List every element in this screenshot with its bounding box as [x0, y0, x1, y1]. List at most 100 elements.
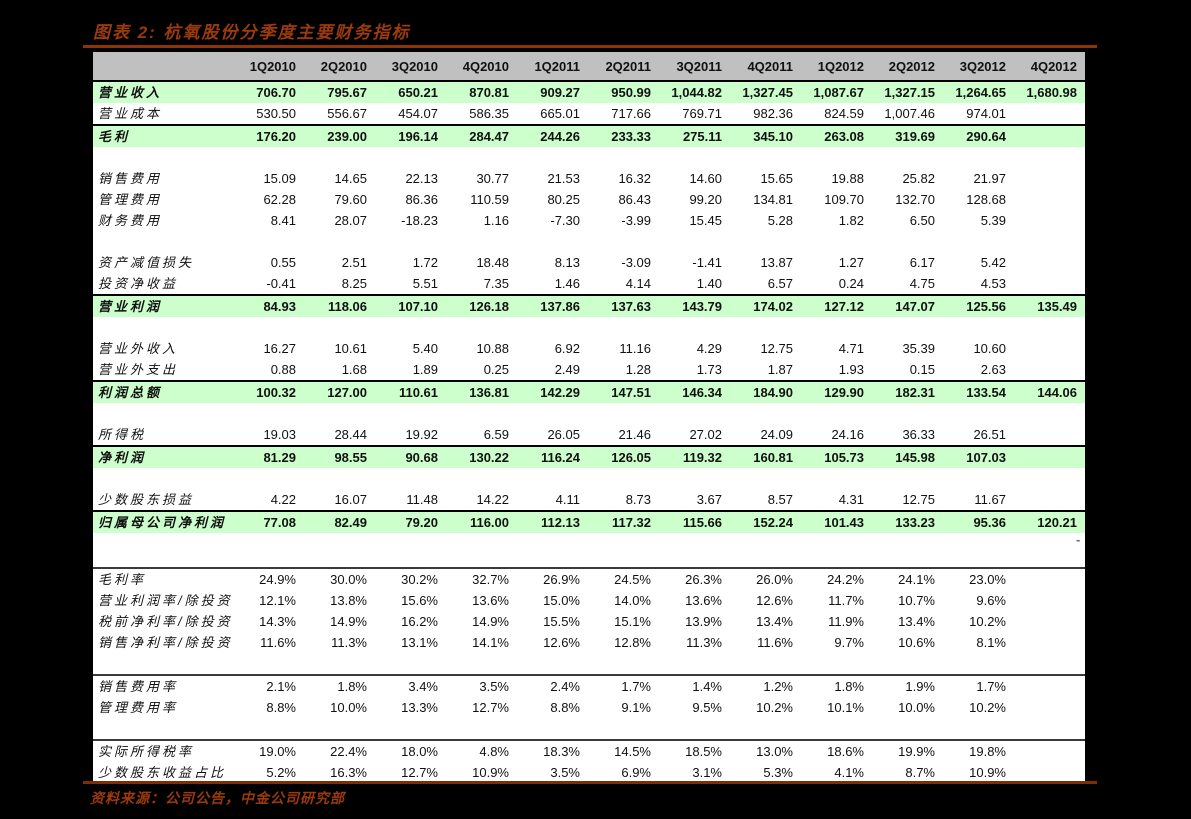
- value-cell: 870.81: [446, 81, 517, 103]
- row-label: 毛利: [93, 125, 233, 147]
- value-cell: 136.81: [446, 381, 517, 403]
- table-row: [93, 403, 1085, 424]
- value-cell: 0.88: [270, 362, 296, 377]
- value-cell: 14.3%: [259, 614, 296, 629]
- value-cell: 176.20: [233, 125, 304, 147]
- value-cell: 26.05: [547, 427, 580, 442]
- value-cell: 12.7%: [401, 765, 438, 780]
- value-cell: 14.60: [689, 171, 722, 186]
- value-cell: 11.7%: [828, 593, 864, 608]
- value-cell: 128.68: [966, 192, 1006, 207]
- header-corner-cell: [93, 52, 233, 81]
- row-label: 营业收入: [93, 81, 233, 103]
- value-cell: 2.4%: [550, 679, 580, 694]
- value-cell: 79.60: [334, 192, 367, 207]
- value-cell: 21.97: [973, 171, 1006, 186]
- value-cell: 13.87: [760, 255, 793, 270]
- table-row: 利润总额 100.32 127.00 110.61 136.81 142.29 147.51…: [93, 381, 1085, 403]
- value-cell: 10.6%: [898, 635, 935, 650]
- blank-cell: [93, 147, 1085, 168]
- value-cell: 116.24: [517, 446, 588, 468]
- table-row: 营业外支出 0.88 1.68 1.89 0.25 2.49 1.28 1.73 1.87 1.9…: [93, 359, 1085, 381]
- value-cell: 706.70: [233, 81, 304, 103]
- value-cell: 86.36: [405, 192, 438, 207]
- value-cell: 28.44: [334, 427, 367, 442]
- value-cell: 1.89: [412, 362, 438, 377]
- table-row: 归属母公司净利润 77.08 82.49 79.20 116.00 112.13 117.3…: [93, 511, 1085, 533]
- value-cell: 120.21: [1014, 511, 1085, 533]
- value-cell: 1.7%: [621, 679, 651, 694]
- row-label: 销售费用率: [98, 679, 179, 694]
- value-cell: 3.1%: [692, 765, 722, 780]
- value-cell: 4.11: [555, 492, 580, 507]
- row-label: 营业利润: [93, 295, 233, 317]
- value-cell: 6.17: [909, 255, 935, 270]
- value-cell: 4.1%: [834, 765, 864, 780]
- value-cell: 1.40: [696, 276, 722, 291]
- value-cell: 16.32: [618, 171, 651, 186]
- value-cell: 14.5%: [614, 744, 651, 759]
- table-row: 营业利润 84.93 118.06 107.10 126.18 137.86 137.63 1…: [93, 295, 1085, 317]
- value-cell: 126.18: [446, 295, 517, 317]
- value-cell: 1.72: [412, 255, 438, 270]
- table-row: 营业外收入 16.27 10.61 5.40 10.88 6.92 11.16 4.29 12.…: [93, 338, 1085, 359]
- value-cell: 86.43: [618, 192, 651, 207]
- value-cell: 10.61: [334, 341, 367, 356]
- row-label: 营业利润率/除投资: [98, 593, 233, 608]
- value-cell: 1,044.82: [659, 81, 730, 103]
- value-cell: 127.12: [801, 295, 872, 317]
- value-cell: 4.31: [838, 492, 864, 507]
- value-cell: 15.45: [689, 213, 722, 228]
- value-cell: [1014, 675, 1085, 697]
- value-cell: 134.81: [753, 192, 793, 207]
- value-cell: 16.2%: [401, 614, 438, 629]
- value-cell: 152.24: [730, 511, 801, 533]
- value-cell: [1014, 590, 1085, 611]
- value-cell: 8.7%: [905, 765, 935, 780]
- value-cell: 133.23: [872, 511, 943, 533]
- value-cell: 127.00: [304, 381, 375, 403]
- value-cell: 1,680.98: [1014, 81, 1085, 103]
- value-cell: 116.00: [446, 511, 517, 533]
- value-cell: 1,327.45: [730, 81, 801, 103]
- value-cell: 345.10: [730, 125, 801, 147]
- value-cell: 126.05: [588, 446, 659, 468]
- value-cell: 1.68: [341, 362, 367, 377]
- value-cell: 586.35: [469, 106, 509, 121]
- value-cell: 110.61: [375, 381, 446, 403]
- value-cell: 82.49: [304, 511, 375, 533]
- column-header: 3Q2012: [943, 52, 1014, 81]
- value-cell: 11.3%: [331, 635, 367, 650]
- value-cell: 105.73: [801, 446, 872, 468]
- row-label: 少数股东收益占比: [98, 765, 227, 780]
- value-cell: 14.9%: [330, 614, 367, 629]
- value-cell: 8.8%: [550, 700, 580, 715]
- value-cell: 454.07: [398, 106, 438, 121]
- value-cell: 665.01: [540, 106, 580, 121]
- row-label: 净利润: [93, 446, 233, 468]
- value-cell: 6.50: [909, 213, 935, 228]
- value-cell: 1.8%: [834, 679, 864, 694]
- value-cell: 5.39: [980, 213, 1006, 228]
- table-row: [93, 718, 1085, 740]
- blank-cell: [93, 554, 1085, 568]
- column-header: 3Q2011: [659, 52, 730, 81]
- value-cell: 35.39: [902, 341, 935, 356]
- value-cell: [1014, 697, 1085, 718]
- value-cell: [1014, 740, 1085, 762]
- blank-cell: [93, 317, 1085, 338]
- value-cell: 14.1%: [472, 635, 509, 650]
- value-cell: 1.87: [767, 362, 793, 377]
- value-cell: 11.48: [406, 492, 438, 507]
- header-row: 1Q2010 2Q2010 3Q2010 4Q2010 1Q2011 2Q2011 3Q20…: [93, 52, 1085, 81]
- row-label: 资产减值损失: [98, 255, 195, 270]
- value-cell: 80.25: [547, 192, 580, 207]
- row-label: 管理费用率: [98, 700, 179, 715]
- value-cell: 2.49: [554, 362, 580, 377]
- row-label: 归属母公司净利润: [93, 511, 233, 533]
- value-cell: 1.9%: [905, 679, 935, 694]
- value-cell: 8.8%: [266, 700, 296, 715]
- value-cell: 147.07: [872, 295, 943, 317]
- row-label: 销售净利率/除投资: [98, 635, 233, 650]
